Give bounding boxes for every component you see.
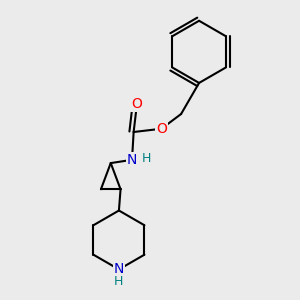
Text: O: O <box>156 122 167 136</box>
Text: O: O <box>131 97 142 111</box>
Text: H: H <box>142 152 152 165</box>
Text: H: H <box>114 275 124 288</box>
Text: N: N <box>127 153 137 167</box>
Text: N: N <box>114 262 124 276</box>
